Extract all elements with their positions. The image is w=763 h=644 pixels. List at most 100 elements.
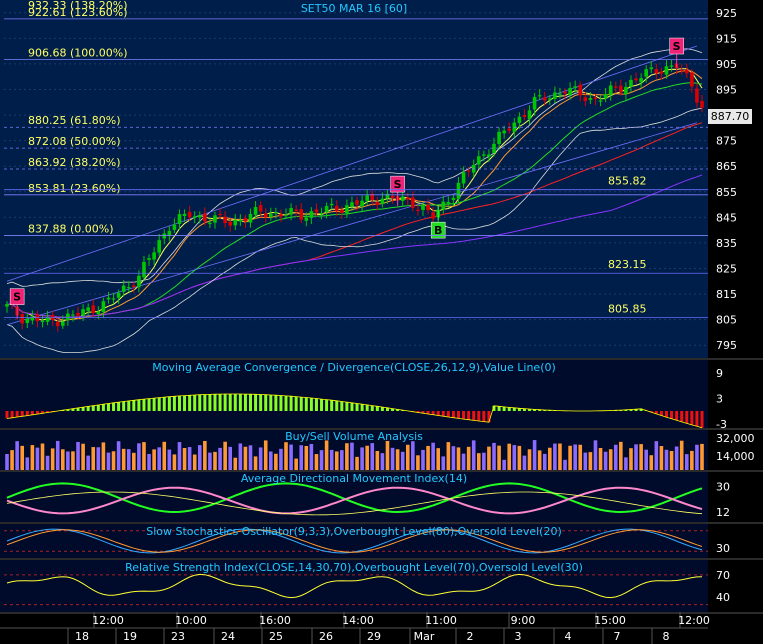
volume-bar — [390, 447, 395, 470]
volume-bar — [167, 449, 172, 470]
candle-body — [507, 128, 512, 131]
time-axis-upper-label: 10:00 — [175, 614, 207, 627]
candle-body — [121, 285, 126, 292]
volume-bar — [81, 443, 85, 470]
volume-bar — [492, 442, 496, 470]
candle-body — [289, 208, 293, 215]
volume-bar — [497, 445, 501, 470]
fibonacci-level-label: 853.81 (23.60%) — [28, 182, 121, 195]
volume-bar — [279, 448, 283, 470]
macd-line — [6, 393, 703, 429]
candle-body — [314, 209, 319, 213]
subpanel-tick-label: 30 — [716, 480, 730, 493]
rsi-line — [6, 573, 703, 599]
candle-body — [517, 116, 522, 123]
candle-body — [380, 198, 385, 204]
volume-bar — [152, 449, 156, 470]
volume-bar — [573, 444, 577, 470]
last-price-tag-bg — [708, 109, 752, 124]
volume-bar — [238, 443, 243, 470]
candle-body — [613, 86, 618, 88]
candle-body — [446, 201, 451, 204]
volume-bar — [522, 455, 527, 470]
candle-body — [55, 321, 60, 327]
bollinger-lower-band — [6, 107, 703, 353]
volume-bar — [334, 451, 339, 470]
volume-bar — [172, 454, 177, 470]
volume-bar — [162, 441, 167, 470]
candle-body — [405, 197, 410, 200]
volume-bar — [15, 441, 19, 470]
volume-bar — [116, 441, 121, 470]
candle-body — [390, 195, 395, 199]
time-axis-lower-label: 7 — [614, 630, 621, 643]
volume-bar — [654, 441, 659, 470]
volume-bar — [61, 449, 65, 470]
fibonacci-level-label: 837.88 (0.00%) — [28, 223, 114, 236]
candle-body — [700, 100, 704, 108]
volume-bar — [197, 445, 202, 470]
volume-bar — [268, 451, 273, 470]
volume-bar — [5, 454, 9, 470]
candle-body — [137, 275, 141, 288]
volume-bar — [674, 446, 679, 470]
volume-bar — [624, 457, 628, 470]
volume-bar — [405, 444, 410, 470]
candle-body — [558, 93, 562, 95]
volume-bar — [299, 445, 304, 470]
time-axis-upper-label: 9:00 — [511, 614, 536, 627]
volume-bar — [700, 443, 704, 470]
stochastic-title: Slow Stochastics Oscillator(9,3,3),Overb… — [146, 525, 562, 538]
volume-bar — [192, 454, 197, 470]
subpanel-tick-label: -3 — [716, 418, 727, 431]
candle-body — [578, 84, 583, 96]
volume-bar — [461, 453, 466, 470]
last-price-tag: 887.70 — [711, 110, 750, 123]
volume-bar — [126, 449, 131, 470]
fibonacci-level-label: 863.92 (38.20%) — [28, 156, 121, 169]
price-tick-label: 915 — [716, 32, 737, 45]
candle-body — [284, 214, 288, 216]
subpanel-tick-label: 14,000 — [716, 450, 755, 463]
price-tick-label: 795 — [716, 339, 737, 352]
price-tick-label: 895 — [716, 84, 737, 97]
support-level-label: 823.15 — [608, 258, 647, 271]
candle-body — [25, 318, 30, 323]
volume-bar — [121, 448, 126, 470]
time-axis-upper-label: 11:00 — [425, 614, 457, 627]
volume-bar — [258, 447, 263, 470]
time-axis-lower-label: 26 — [319, 630, 333, 643]
volume-bar — [203, 440, 207, 470]
time-axis-upper-label: 16:00 — [259, 614, 291, 627]
time-axis-lower-label: 3 — [515, 630, 522, 643]
candle-body — [542, 97, 547, 101]
candle-body — [71, 314, 75, 316]
candle-body — [96, 311, 101, 315]
volume-bar — [593, 440, 598, 470]
price-tick-label: 815 — [716, 288, 737, 301]
signal-marker-box — [9, 288, 25, 305]
candle-body — [263, 213, 268, 218]
moving-average-line — [6, 69, 703, 321]
adx-minus-di — [6, 486, 703, 515]
volume-bar — [263, 440, 268, 470]
candle-body — [248, 213, 253, 223]
fibonacci-level-label: 932.33 (138.20%) — [28, 0, 128, 12]
volume-bar — [629, 448, 633, 470]
time-axis-lower-label: 23 — [171, 630, 185, 643]
time-axis-upper-label: 12:00 — [92, 614, 124, 627]
candle-body — [111, 298, 116, 300]
candle-body — [203, 213, 207, 222]
volume-bar — [563, 459, 567, 470]
fibonacci-level-label: 872.08 (50.00%) — [28, 135, 121, 148]
candle-body — [416, 209, 420, 211]
candle-body — [695, 88, 699, 103]
time-axis-upper-label: 14:00 — [342, 614, 374, 627]
volume-bar — [451, 446, 456, 470]
volume-bar — [385, 440, 390, 470]
candle-body — [487, 154, 491, 157]
volume-bar — [578, 444, 583, 470]
macd-panel — [0, 360, 708, 428]
candle-body — [5, 304, 9, 307]
candle-body — [142, 261, 146, 278]
